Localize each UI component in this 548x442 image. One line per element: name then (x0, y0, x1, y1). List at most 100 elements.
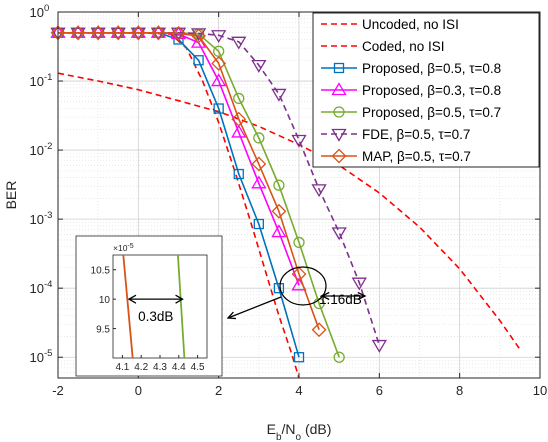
legend-label: Proposed, β=0.3, τ=0.8 (362, 83, 501, 98)
data-point (251, 59, 267, 73)
inset-x-tick-label: 4.5 (191, 362, 205, 373)
inset-y-tick-label: 10.5 (91, 266, 111, 277)
series-2 (58, 31, 300, 379)
inset-chart: 4.1 4.2 4.3 4.4 4.5 9.5 10 10.5 ×10-5 0.3dB (75, 235, 223, 377)
annotation-text: 0.3dB (138, 309, 173, 324)
pointer-arrow (226, 296, 282, 320)
x-tick-label: -2 (52, 383, 64, 398)
data-point (333, 106, 345, 118)
data-point (333, 351, 345, 363)
data-point (150, 25, 166, 41)
annotations: 1.16dB (226, 266, 367, 320)
arrow-head (127, 294, 137, 304)
legend-item: Proposed, β=0.3, τ=0.8 (321, 82, 501, 98)
data-point (110, 27, 126, 41)
series-1 (57, 72, 521, 350)
inset-series-2 (177, 254, 186, 359)
data-point (233, 92, 245, 105)
data-point (130, 27, 146, 41)
data-point (191, 28, 207, 44)
legend-item: Coded, no ISI (321, 39, 445, 54)
data-point (193, 55, 204, 66)
legend-item: FDE, β=0.5, τ=0.7 (321, 127, 470, 142)
legend-item: Proposed, β=0.5, τ=0.8 (321, 61, 501, 76)
data-point (211, 30, 227, 44)
inset-series-1 (122, 254, 134, 359)
data-point (251, 175, 267, 189)
data-point (271, 203, 287, 219)
arrow-head (175, 294, 184, 304)
data-point (213, 103, 224, 114)
series-layer (50, 25, 521, 379)
data-point (231, 111, 247, 127)
inset-y-tick-label: 9.5 (96, 325, 110, 336)
data-point (333, 62, 345, 74)
y-tick-label: 10 (30, 350, 44, 365)
highlight-ellipse (279, 266, 327, 306)
legend-label: MAP, β=0.5, τ=0.7 (362, 149, 471, 164)
legend-label: FDE, β=0.5, τ=0.7 (362, 127, 470, 142)
y-tick-exponent: -3 (44, 210, 52, 221)
data-point (331, 148, 347, 164)
x-tick-label: 6 (376, 383, 383, 398)
arrow-shaft (227, 296, 282, 319)
y-axis-label: BER (3, 181, 19, 210)
data-point (271, 224, 287, 238)
data-point (273, 283, 285, 294)
legend-item: MAP, β=0.5, τ=0.7 (321, 148, 471, 164)
x-tick-label: 4 (295, 383, 302, 398)
data-point (211, 73, 227, 87)
y-tick-label: 10 (30, 74, 44, 89)
x-tick-label: 2 (215, 383, 222, 398)
data-point (271, 88, 287, 102)
y-tick-label: 10 (30, 5, 44, 20)
legend: Uncoded, no ISI Coded, no ISI Proposed, β=… (312, 12, 540, 168)
data-point (371, 339, 387, 353)
x-tick-label: 10 (533, 383, 547, 398)
y-tick-label: 10 (30, 281, 44, 296)
data-point (150, 27, 167, 41)
data-point (331, 82, 347, 96)
data-point (90, 27, 106, 41)
inset-x-tick-label: 4.2 (134, 362, 148, 373)
y-tick-exponent: -4 (44, 279, 52, 290)
data-point (231, 124, 247, 138)
y-tick-label: 10 (30, 143, 44, 158)
legend-item: Uncoded, no ISI (321, 17, 459, 32)
data-point (291, 134, 307, 148)
data-point (293, 352, 305, 363)
legend-label: Proposed, β=0.5, τ=0.8 (362, 61, 501, 76)
y-tick-exponent: -1 (44, 72, 52, 83)
x-tick-label: 0 (135, 383, 142, 398)
gap-arrow-main (320, 291, 367, 301)
series-line (58, 31, 300, 379)
data-point (211, 55, 227, 71)
inset-y-tick-label: 10 (99, 295, 111, 306)
data-point (173, 34, 184, 45)
data-point (251, 156, 267, 172)
data-point (70, 25, 86, 41)
data-point (231, 36, 247, 50)
x-axis-label: Eb/No (dB) (267, 421, 332, 442)
data-point (313, 297, 325, 310)
y-tick-exponent: 0 (44, 3, 49, 14)
gap-arrow-inset (127, 294, 184, 304)
data-point (253, 132, 265, 144)
data-point (273, 179, 285, 191)
inset-x-tick-label: 4.4 (172, 362, 186, 373)
x-tick-label: 8 (456, 383, 463, 398)
data-point (331, 128, 347, 142)
inset-x-tick-label: 4.3 (153, 362, 167, 373)
legend-item: Proposed, β=0.5, τ=0.7 (321, 105, 501, 120)
y-tick-label: 10 (30, 212, 44, 227)
y-tick-exponent: -2 (44, 141, 52, 152)
arrow-head (226, 311, 237, 320)
data-point (130, 25, 146, 41)
legend-label: Proposed, β=0.5, τ=0.7 (362, 105, 501, 120)
data-point (311, 322, 327, 338)
y-tick-exponent: -5 (44, 348, 52, 359)
data-point (351, 277, 367, 291)
legend-label: Coded, no ISI (362, 39, 445, 54)
